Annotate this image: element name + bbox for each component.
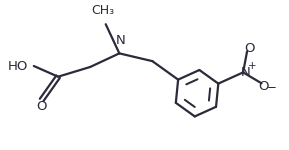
Text: CH₃: CH₃ (91, 4, 114, 17)
Text: O: O (258, 80, 269, 93)
Text: −: − (266, 81, 276, 94)
Text: HO: HO (8, 60, 28, 72)
Text: O: O (36, 100, 47, 113)
Text: N: N (241, 66, 251, 79)
Text: N: N (115, 34, 125, 46)
Text: +: + (248, 61, 256, 71)
Text: O: O (244, 42, 254, 55)
